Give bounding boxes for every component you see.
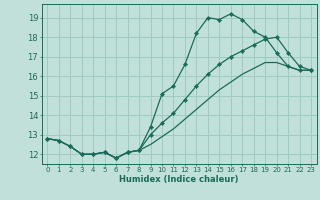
X-axis label: Humidex (Indice chaleur): Humidex (Indice chaleur) [119, 175, 239, 184]
